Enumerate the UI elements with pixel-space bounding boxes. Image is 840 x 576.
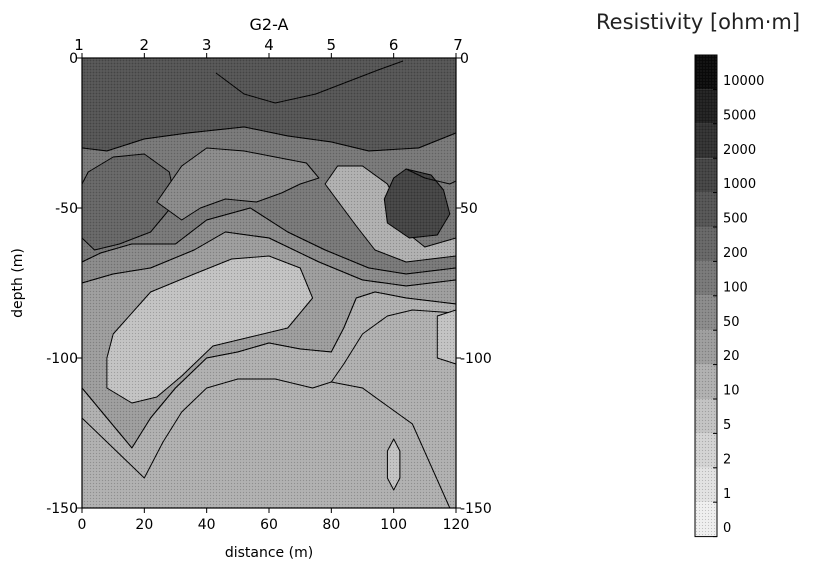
legend-label-5: 5 bbox=[723, 418, 731, 433]
stipple-texture bbox=[82, 58, 456, 508]
legend-label-20: 20 bbox=[723, 349, 740, 364]
x-tick-label-40: 40 bbox=[198, 517, 216, 533]
x-tick-label-20: 20 bbox=[135, 517, 153, 533]
y-left-tick-label-0: 0 bbox=[69, 51, 78, 67]
legend-label-5000: 5000 bbox=[723, 108, 756, 123]
legend-title: Resistivity [ohm·m] bbox=[596, 10, 801, 34]
y-left-tick-label-2: -100 bbox=[46, 351, 78, 367]
x-tick-label-100: 100 bbox=[380, 517, 407, 533]
x-tick-label-0: 0 bbox=[78, 517, 87, 533]
electrode-label-5: 5 bbox=[327, 36, 337, 54]
y-right-tick-label-2: -100 bbox=[460, 351, 492, 367]
electrode-label-6: 6 bbox=[389, 36, 399, 54]
y-left-tick-label-3: -150 bbox=[46, 501, 78, 517]
legend-label-2: 2 bbox=[723, 452, 731, 467]
x-tick-label-120: 120 bbox=[443, 517, 470, 533]
y-axis-label: depth (m) bbox=[10, 248, 26, 318]
legend-label-10: 10 bbox=[723, 384, 740, 399]
electrode-label-1: 1 bbox=[74, 36, 84, 54]
legend-label-0: 0 bbox=[723, 521, 731, 536]
legend-stipple bbox=[695, 55, 717, 537]
legend-label-100: 100 bbox=[723, 280, 748, 295]
legend-label-2000: 2000 bbox=[723, 143, 756, 158]
electrode-label-2: 2 bbox=[140, 36, 150, 54]
electrode-label-4: 4 bbox=[264, 36, 274, 54]
chart-title: G2-A bbox=[250, 15, 289, 34]
y-left-tick-label-1: -50 bbox=[55, 201, 78, 217]
electrode-label-3: 3 bbox=[202, 36, 212, 54]
legend-label-50: 50 bbox=[723, 315, 740, 330]
y-right-tick-label-1: 50 bbox=[460, 201, 478, 217]
legend-label-200: 200 bbox=[723, 246, 748, 261]
y-right-tick-label-0: 0 bbox=[460, 51, 469, 67]
x-tick-label-60: 60 bbox=[260, 517, 278, 533]
x-axis-label: distance (m) bbox=[225, 545, 313, 561]
y-right-tick-label-3: -150 bbox=[460, 501, 492, 517]
contour-zones bbox=[81, 57, 457, 509]
legend-label-500: 500 bbox=[723, 212, 748, 227]
x-tick-label-80: 80 bbox=[322, 517, 340, 533]
legend-label-1000: 1000 bbox=[723, 177, 756, 192]
legend-label-1: 1 bbox=[723, 487, 731, 502]
electrode-label-7: 7 bbox=[453, 36, 463, 54]
legend-label-10000: 10000 bbox=[723, 74, 764, 89]
